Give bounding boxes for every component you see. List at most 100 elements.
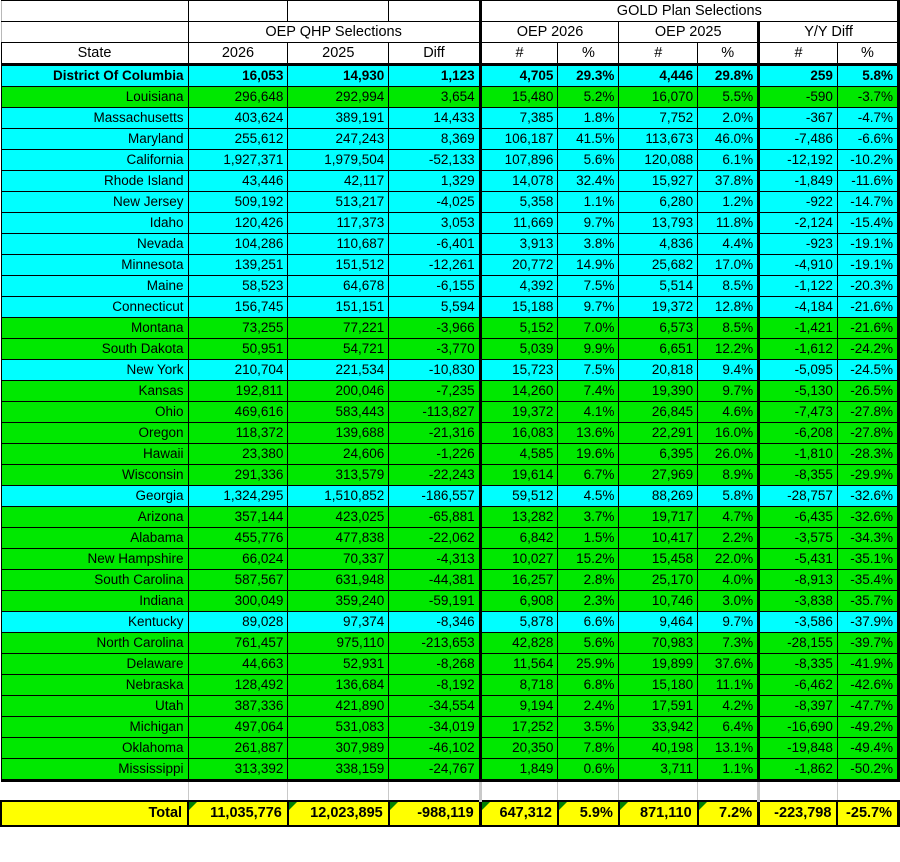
cell-gold-2025-pct: 4.4% <box>697 233 760 255</box>
cell-gold-2025-pct: 4.0% <box>697 569 760 591</box>
cell-gold-2025-num: 20,818 <box>618 359 699 381</box>
cell-gold-2026-num: 19,372 <box>478 401 559 423</box>
table-row: Maine 58,523 64,678 -6,155 4,392 7.5% 5,514 8.5… <box>0 275 900 297</box>
header-col-yy-diff-num: # <box>757 42 838 65</box>
header-spacer-qhp-diff <box>388 0 481 22</box>
cell-gold-2025-pct: 8.5% <box>697 317 760 339</box>
cell-gold-2026-pct: 4.5% <box>557 485 620 507</box>
cell-yy-diff-pct: -24.2% <box>836 338 900 360</box>
cell-state: Michigan <box>0 716 189 738</box>
cell-gold-2026-pct: 3.7% <box>557 506 620 528</box>
cell-qhp-2026: 296,648 <box>187 86 289 108</box>
table-footer: Total 11,035,776 12,023,895 -988,119 647… <box>0 779 900 827</box>
table-row: Nevada 104,286 110,687 -6,401 3,913 3.8% 4,836… <box>0 233 900 255</box>
cell-qhp-diff: -22,062 <box>388 527 481 549</box>
cell-gold-2026-pct: 1.8% <box>557 107 620 129</box>
cell-yy-diff-pct: -32.6% <box>836 485 900 507</box>
cell-state: North Carolina <box>0 632 189 654</box>
table-row: Connecticut 156,745 151,151 5,594 15,188 9.7%… <box>0 296 900 318</box>
cell-gold-2025-pct: 2.0% <box>697 107 760 129</box>
header-spacer-qhp-2026 <box>187 0 289 22</box>
cell-state: Nevada <box>0 233 189 255</box>
cell-qhp-2025: 359,240 <box>287 590 390 612</box>
cell-gold-2025-pct: 2.2% <box>697 527 760 549</box>
cell-qhp-2026: 1,324,295 <box>187 485 289 507</box>
cell-yy-diff-pct: -37.9% <box>836 611 900 633</box>
cell-yy-diff-pct: -35.1% <box>836 548 900 570</box>
header-row-groups-top: GOLD Plan Selections <box>0 0 900 22</box>
table-body: District Of Columbia 16,053 14,930 1,123 4,7… <box>0 63 900 782</box>
cell-qhp-2026: 313,392 <box>187 758 289 782</box>
cell-yy-diff-pct: -27.8% <box>836 422 900 444</box>
cell-yy-diff-pct: -14.7% <box>836 191 900 213</box>
cell-gold-2025-pct: 1.2% <box>697 191 760 213</box>
cell-yy-diff-pct: -6.6% <box>836 128 900 150</box>
cell-qhp-2025: 42,117 <box>287 170 390 192</box>
spacer-cell-qdf <box>388 779 481 801</box>
cell-gold-2025-num: 13,793 <box>618 212 699 234</box>
table-row: Massachusetts 403,624 389,191 14,433 7,385 1.… <box>0 107 900 129</box>
cell-gold-2026-num: 6,842 <box>478 527 559 549</box>
cell-qhp-2025: 70,337 <box>287 548 390 570</box>
table-row: Ohio 469,616 583,443 -113,827 19,372 4.1% 26,8… <box>0 401 900 423</box>
cell-gold-2025-pct: 7.3% <box>697 632 760 654</box>
cell-yy-diff-num: -1,849 <box>757 170 838 192</box>
cell-yy-diff-pct: -41.9% <box>836 653 900 675</box>
cell-yy-diff-num: -12,192 <box>757 149 838 171</box>
total-row: Total 11,035,776 12,023,895 -988,119 647… <box>0 799 900 827</box>
table-row: Delaware 44,663 52,931 -8,268 11,564 25.9% 19,… <box>0 653 900 675</box>
cell-qhp-2025: 139,688 <box>287 422 390 444</box>
cell-yy-diff-pct: -32.6% <box>836 506 900 528</box>
cell-gold-2025-num: 7,752 <box>618 107 699 129</box>
cell-qhp-diff: 14,433 <box>388 107 481 129</box>
cell-qhp-2026: 300,049 <box>187 590 289 612</box>
cell-qhp-2025: 200,046 <box>287 380 390 402</box>
cell-yy-diff-num: -1,862 <box>757 758 838 782</box>
table-row: New York 210,704 221,534 -10,830 15,723 7.5% 2… <box>0 359 900 381</box>
table-row: Indiana 300,049 359,240 -59,191 6,908 2.3% 10,… <box>0 590 900 612</box>
cell-gold-2025-num: 120,088 <box>618 149 699 171</box>
total-gold-2025-pct: 7.2% <box>696 799 760 827</box>
cell-yy-diff-pct: -35.4% <box>836 569 900 591</box>
cell-qhp-2025: 97,374 <box>287 611 390 633</box>
cell-gold-2026-pct: 41.5% <box>557 128 620 150</box>
cell-gold-2026-num: 15,723 <box>478 359 559 381</box>
cell-gold-2025-num: 10,746 <box>618 590 699 612</box>
cell-qhp-2026: 261,887 <box>187 737 289 759</box>
cell-gold-2025-pct: 6.1% <box>697 149 760 171</box>
total-qhp-2026: 11,035,776 <box>187 799 289 827</box>
cell-qhp-diff: -46,102 <box>388 737 481 759</box>
cell-gold-2025-num: 15,458 <box>618 548 699 570</box>
cell-qhp-2025: 151,512 <box>287 254 390 276</box>
header-col-gold-2025-num: # <box>618 42 699 65</box>
cell-gold-2025-pct: 8.5% <box>697 275 760 297</box>
cell-yy-diff-num: -19,848 <box>757 737 838 759</box>
cell-yy-diff-num: -4,910 <box>757 254 838 276</box>
cell-state: Nebraska <box>0 674 189 696</box>
cell-qhp-2026: 58,523 <box>187 275 289 297</box>
cell-yy-diff-num: -922 <box>757 191 838 213</box>
cell-gold-2025-pct: 1.1% <box>697 758 760 782</box>
cell-qhp-diff: -6,401 <box>388 233 481 255</box>
cell-qhp-2026: 104,286 <box>187 233 289 255</box>
cell-qhp-2026: 156,745 <box>187 296 289 318</box>
cell-yy-diff-num: -28,757 <box>757 485 838 507</box>
cell-gold-2025-num: 10,417 <box>618 527 699 549</box>
header-spacer-state-2 <box>0 21 189 43</box>
cell-gold-2025-pct: 17.0% <box>697 254 760 276</box>
table-row: Oklahoma 261,887 307,989 -46,102 20,350 7.8% 4… <box>0 737 900 759</box>
cell-qhp-diff: -44,381 <box>388 569 481 591</box>
cell-yy-diff-num: -7,473 <box>757 401 838 423</box>
cell-yy-diff-pct: -39.7% <box>836 632 900 654</box>
cell-yy-diff-num: -1,810 <box>757 443 838 465</box>
cell-gold-2026-pct: 15.2% <box>557 548 620 570</box>
cell-qhp-2025: 1,510,852 <box>287 485 390 507</box>
cell-qhp-diff: -24,767 <box>388 758 481 782</box>
cell-state: Kentucky <box>0 611 189 633</box>
cell-state: Oklahoma <box>0 737 189 759</box>
cell-gold-2025-pct: 37.6% <box>697 653 760 675</box>
cell-gold-2026-pct: 7.8% <box>557 737 620 759</box>
cell-gold-2026-pct: 3.5% <box>557 716 620 738</box>
cell-gold-2026-num: 4,705 <box>478 63 559 87</box>
cell-qhp-diff: 5,594 <box>388 296 481 318</box>
